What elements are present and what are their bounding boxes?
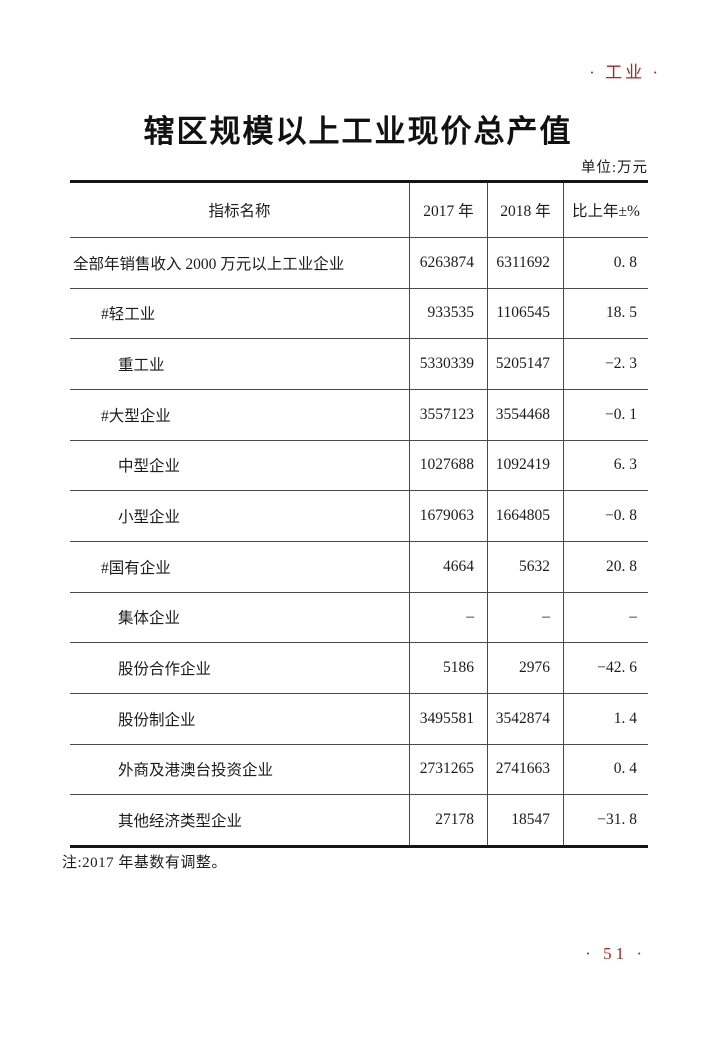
indicator-cell: 外商及港澳台投资企业 xyxy=(118,762,274,780)
table-row: #国有企业 4664 5632 20. 8 xyxy=(70,540,648,592)
indicator-cell: 重工业 xyxy=(118,357,165,375)
indicator-cell: 小型企业 xyxy=(118,509,181,527)
value-2018-cell: 3542874 xyxy=(487,693,563,744)
section-header: · 工业 · xyxy=(589,63,661,82)
column-header-indicator: 指标名称 xyxy=(208,203,271,220)
table-row: 中型企业 1027688 1092419 6. 3 xyxy=(70,439,648,491)
pct-change-cell: 0. 4 xyxy=(563,744,648,795)
value-2017-cell: 4664 xyxy=(409,541,487,592)
value-2018-cell: – xyxy=(487,592,563,643)
table-row: 股份制企业 3495581 3542874 1. 4 xyxy=(70,692,648,744)
indicator-cell: #轻工业 xyxy=(101,306,156,324)
pct-change-cell: 0. 8 xyxy=(563,238,648,288)
indicator-cell: 全部年销售收入 2000 万元以上工业企业 xyxy=(73,255,345,273)
value-2018-cell: 1106545 xyxy=(487,288,563,339)
table-row: 小型企业 1679063 1664805 −0. 8 xyxy=(70,490,648,541)
value-2017-cell: 5186 xyxy=(409,643,487,693)
value-2017-cell: 6263874 xyxy=(409,238,487,288)
value-2018-cell: 2976 xyxy=(487,643,563,693)
indicator-cell: #国有企业 xyxy=(101,559,171,577)
value-2017-cell: 5330339 xyxy=(409,339,487,389)
table-row: 股份合作企业 5186 2976 −42. 6 xyxy=(70,642,648,693)
pct-change-cell: 18. 5 xyxy=(563,288,648,339)
page-number: · 51 · xyxy=(585,944,646,963)
pct-change-cell: 1. 4 xyxy=(563,693,648,744)
indicator-cell: 股份合作企业 xyxy=(118,661,212,679)
value-2018-cell: 5632 xyxy=(487,541,563,592)
value-2017-cell: 3495581 xyxy=(409,693,487,744)
data-table: 指标名称 2017 年 2018 年 比上年±% 全部年销售收入 2000 万元… xyxy=(70,180,648,848)
table-row: 全部年销售收入 2000 万元以上工业企业 6263874 6311692 0.… xyxy=(70,237,648,288)
table-row: 集体企业 – – – xyxy=(70,591,648,643)
value-2018-cell: 5205147 xyxy=(487,339,563,389)
table-row: #轻工业 933535 1106545 18. 5 xyxy=(70,287,648,339)
indicator-cell: 集体企业 xyxy=(118,610,181,628)
value-2017-cell: – xyxy=(409,592,487,643)
pct-change-cell: −2. 3 xyxy=(563,339,648,389)
value-2018-cell: 6311692 xyxy=(487,238,563,288)
page-title: 辖区规模以上工业现价总产值 xyxy=(143,114,573,149)
pct-change-cell: −42. 6 xyxy=(563,643,648,693)
value-2017-cell: 1027688 xyxy=(409,440,487,491)
indicator-cell: 中型企业 xyxy=(118,458,181,476)
pct-change-cell: −0. 1 xyxy=(563,389,648,440)
value-2017-cell: 1679063 xyxy=(409,491,487,541)
value-2017-cell: 2731265 xyxy=(409,744,487,795)
table-row: #大型企业 3557123 3554468 −0. 1 xyxy=(70,388,648,440)
indicator-cell: #大型企业 xyxy=(101,407,171,425)
value-2018-cell: 1092419 xyxy=(487,440,563,491)
unit-label: 单位:万元 xyxy=(580,160,648,176)
value-2018-cell: 18547 xyxy=(487,795,563,845)
pct-change-cell: −0. 8 xyxy=(563,491,648,541)
indicator-cell: 股份制企业 xyxy=(118,711,196,729)
column-header-2017: 2017 年 xyxy=(409,183,487,237)
pct-change-cell: – xyxy=(563,592,648,643)
pct-change-cell: 6. 3 xyxy=(563,440,648,491)
value-2018-cell: 3554468 xyxy=(487,389,563,440)
table-row: 其他经济类型企业 27178 18547 −31. 8 xyxy=(70,794,648,845)
footnote: 注:2017 年基数有调整。 xyxy=(62,855,227,871)
value-2018-cell: 1664805 xyxy=(487,491,563,541)
table-row: 外商及港澳台投资企业 2731265 2741663 0. 4 xyxy=(70,743,648,795)
table-row: 重工业 5330339 5205147 −2. 3 xyxy=(70,338,648,389)
pct-change-cell: 20. 8 xyxy=(563,541,648,592)
column-header-2018: 2018 年 xyxy=(487,183,563,237)
value-2018-cell: 2741663 xyxy=(487,744,563,795)
value-2017-cell: 933535 xyxy=(409,288,487,339)
value-2017-cell: 27178 xyxy=(409,795,487,845)
column-header-pct: 比上年±% xyxy=(563,183,648,237)
value-2017-cell: 3557123 xyxy=(409,389,487,440)
table-header-row: 指标名称 2017 年 2018 年 比上年±% xyxy=(70,183,648,237)
indicator-cell: 其他经济类型企业 xyxy=(118,813,243,831)
pct-change-cell: −31. 8 xyxy=(563,795,648,845)
